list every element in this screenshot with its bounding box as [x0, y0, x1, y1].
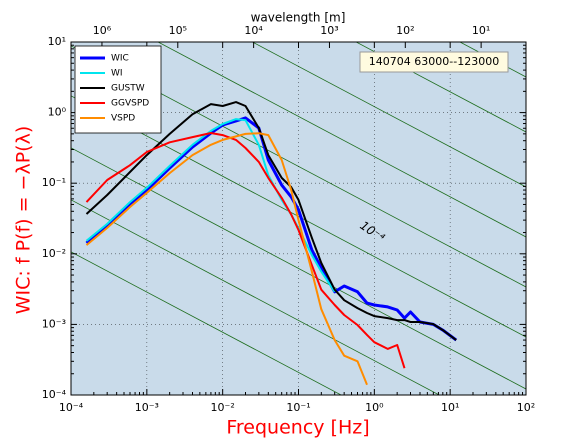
x2-tick-label: 10⁶	[93, 24, 112, 37]
x-tick-label: 10⁻²	[211, 401, 235, 414]
x-tick-label: 10⁻⁴	[59, 401, 84, 414]
legend-label: GGVSPD	[111, 99, 149, 109]
plot-frame	[70, 41, 527, 396]
reference-line	[355, 42, 526, 133]
series-line	[85, 101, 457, 341]
x-tick-label: 10⁻³	[135, 401, 159, 414]
legend-label: WIC	[111, 54, 129, 64]
series-line	[85, 132, 406, 369]
legend-label: GUSTW	[111, 84, 145, 94]
y-tick-label: 10⁻⁴	[42, 388, 67, 401]
y-tick-label: 10⁰	[48, 106, 67, 119]
series-line	[85, 116, 458, 342]
x2-tick-label: 10¹	[472, 24, 490, 37]
x2-axis-label: wavelength [m]	[251, 11, 346, 25]
y-tick-label: 10¹	[48, 35, 66, 48]
x2-tick-label: 10³	[320, 24, 338, 37]
legend-label: VSPD	[111, 114, 135, 124]
legend-label: WI	[111, 69, 123, 79]
x-tick-label: 10⁰	[365, 401, 384, 414]
reference-line	[71, 251, 342, 395]
x-axis-label: Frequency [Hz]	[226, 417, 369, 439]
x-tick-label: 10¹	[441, 401, 459, 414]
x-tick-label: 10⁻¹	[286, 401, 310, 414]
legend: WIC WI GUSTW GGVSPD VSPD	[74, 45, 162, 134]
x2-tick-label: 10⁴	[244, 24, 263, 37]
series-line	[85, 132, 368, 386]
annotation-box	[359, 51, 509, 73]
reference-line	[157, 42, 526, 238]
annotation: 140704 63000--123000	[369, 55, 499, 68]
y-tick-label: 10⁻¹	[42, 176, 66, 189]
series-line	[85, 118, 336, 293]
reference-line	[71, 199, 441, 395]
y-axis-label: WIC: f P(f) = −λP(λ)	[13, 126, 35, 315]
y-tick-label: 10⁻²	[42, 247, 66, 260]
x2-tick-label: 10²	[396, 24, 414, 37]
x2-tick-label: 10⁵	[169, 24, 187, 37]
y-tick-label: 10⁻³	[42, 317, 66, 330]
x-tick-label: 10²	[517, 401, 535, 414]
series-lines	[85, 101, 458, 386]
